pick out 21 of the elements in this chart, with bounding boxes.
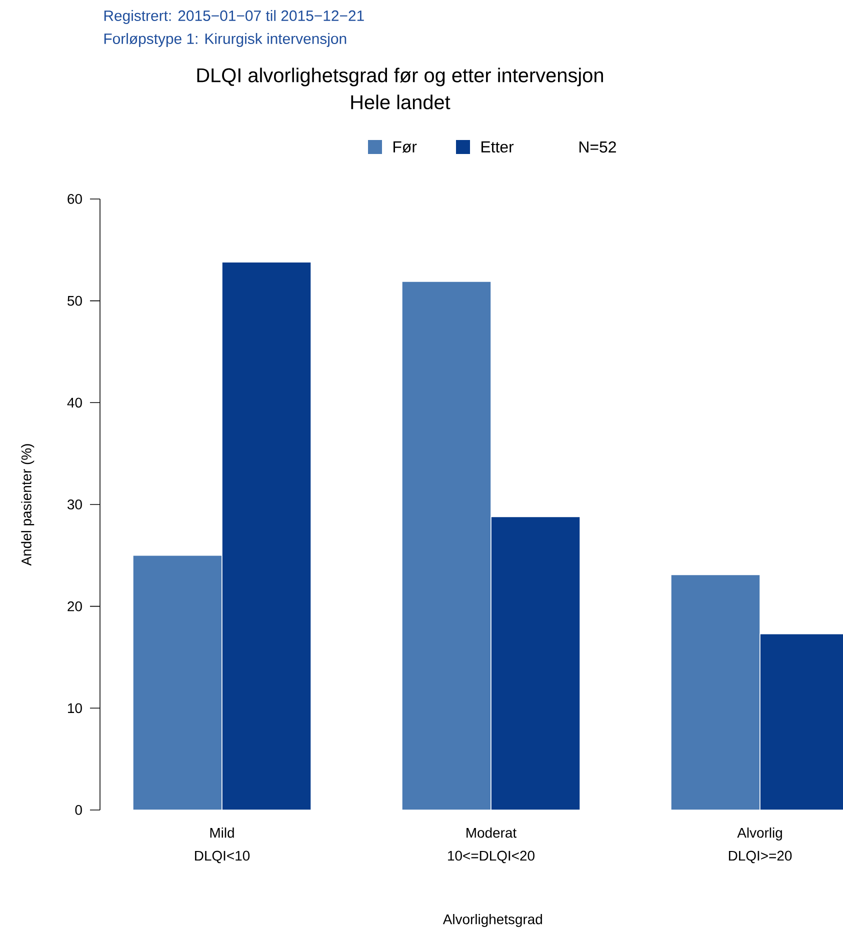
y-axis-title: Andel pasienter (%) [21,444,34,566]
y-tick-label: 60 [68,194,82,204]
text: Registrert: 2015−01−07 til 2015−12−21 [104,10,364,24]
chart-subtitle: Hele landet [351,94,450,110]
bar [490,516,580,810]
text: N=52 [580,141,616,153]
y-tick-label: 50 [68,296,82,306]
x-axis-title: Alvorlighetsgrad [442,914,542,928]
x-tick-label: Mild DLQI<10 [195,828,250,864]
y-tick-label: 0 [75,805,82,815]
y-tick-label: 30 [67,500,82,510]
x-tick-label: Moderat 10<=DLQI<20 [448,828,534,864]
y-tick-label: 10 [68,703,82,714]
x-tick-label: Alvorlig DLQI>=20 [728,828,792,864]
bar [222,262,312,810]
y-tick-label: 20 [68,601,82,612]
y-tick-label: 40 [67,398,82,408]
text: Forløpstype 1: Kirurgisk intervensjon [104,33,346,47]
legend-label: Etter [482,141,514,153]
legend-label: Før [394,141,417,153]
chart-title: DLQI alvorlighetsgrad før og etter intervensjon [197,68,603,86]
